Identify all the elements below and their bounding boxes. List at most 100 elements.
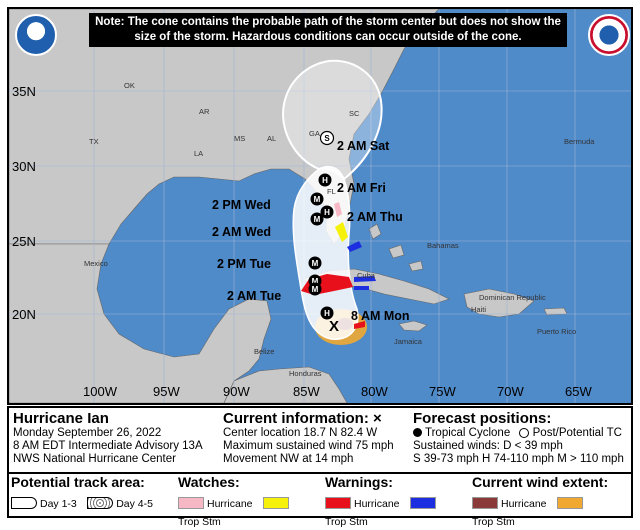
land-jamaica — [398, 320, 428, 332]
marker-tue-pm: M — [308, 256, 322, 270]
wind-extent-title: Current wind extent: — [472, 474, 609, 490]
storm-date: Monday September 26, 2022 — [13, 427, 162, 439]
forecast-cone-day13 — [292, 166, 359, 340]
marker-wed-am: M — [310, 212, 324, 226]
ts-warning-cuba — [354, 276, 376, 282]
place-honduras: Honduras — [289, 369, 322, 378]
label-2am-wed: 2 AM Wed — [212, 225, 272, 239]
hurricane-wind-label: Hurricane — [501, 498, 547, 510]
label-8am-mon: 8 AM Mon — [351, 309, 410, 323]
legend-divider — [7, 472, 633, 474]
noaa-logo — [15, 14, 57, 56]
lon-90w: 90W — [223, 384, 250, 399]
place-ms: MS — [234, 134, 246, 143]
ts-watch-swatch — [262, 496, 289, 509]
storm-advisory: 8 AM EDT Intermediate Advisory 13A — [13, 440, 203, 452]
place-cuba: Cuba — [357, 271, 375, 280]
day13-swatch — [11, 496, 37, 509]
storm-name: Hurricane Ian — [13, 410, 109, 427]
day45-swatch — [87, 496, 114, 509]
day45-label: Day 4-5 — [116, 498, 153, 510]
place-belize: Belize — [254, 347, 275, 356]
svg-text:M: M — [312, 285, 319, 294]
legend-track: Potential track area: Day 1-3 Day 4-5 — [11, 474, 171, 518]
movement: Movement NW at 14 mph — [223, 453, 354, 465]
day13-label: Day 1-3 — [40, 498, 77, 510]
svg-text:H: H — [324, 208, 330, 217]
cone-note: Note: The cone contains the probable pat… — [89, 13, 567, 47]
post-tc-label: Post/Potential TC — [532, 427, 622, 439]
legend-warnings: Warnings: Hurricane Trop Stm — [325, 474, 467, 528]
storm-info: Hurricane Ian Monday September 26, 2022 … — [13, 410, 218, 466]
current-position-icon: × — [373, 410, 382, 427]
land-mexico — [9, 243, 272, 403]
place-bermuda: Bermuda — [564, 137, 595, 146]
place-bahamas: Bahamas — [427, 241, 459, 250]
place-tx: TX — [89, 137, 99, 146]
sustained-winds-label: Sustained winds: — [413, 440, 500, 452]
place-haiti: Haiti — [471, 305, 487, 314]
track-legend-title: Potential track area: — [11, 474, 145, 490]
marker-wed-pm: M — [310, 192, 324, 206]
svg-text:M: M — [314, 195, 321, 204]
place-dominican-republic: Dominican Republic — [479, 293, 546, 302]
land-central-america — [223, 366, 348, 403]
post-tc-icon — [519, 427, 530, 438]
svg-text:H: H — [322, 176, 328, 185]
lon-100w: 100W — [83, 384, 117, 399]
ts-wind-swatch — [556, 496, 583, 509]
label-2am-tue: 2 AM Tue — [227, 289, 282, 303]
lon-95w: 95W — [153, 384, 180, 399]
legend-wind-extent: Current wind extent: Hurricane Trop Stm — [472, 474, 630, 528]
label-2pm-wed: 2 PM Wed — [212, 198, 271, 212]
forecast-cone-day45 — [282, 59, 383, 181]
marker-mon: H — [320, 306, 334, 320]
track-markers: S H H M M M M M H X — [308, 130, 339, 335]
ts-warning-keys — [347, 241, 362, 252]
label-2am-sat: 2 AM Sat — [337, 139, 390, 153]
hurricane-warning-swatch — [325, 496, 351, 509]
label-2am-thu: 2 AM Thu — [347, 210, 403, 224]
ts-warning-label: Trop Stm — [325, 516, 368, 528]
place-ga: GA — [309, 129, 320, 138]
current-info-title: Current information: — [223, 410, 369, 427]
lat-25n: 25N — [12, 234, 36, 249]
place-la: LA — [194, 149, 204, 158]
svg-text:M: M — [312, 277, 319, 286]
svg-text:M: M — [314, 215, 321, 224]
svg-text:H: H — [324, 309, 330, 318]
storm-center: NWS National Hurricane Center — [13, 453, 176, 465]
place-ok: OK — [124, 81, 135, 90]
svg-text:M: M — [312, 259, 319, 268]
current-position-mark: X — [329, 318, 339, 335]
tropical-cyclone-icon — [413, 428, 422, 438]
forecast-map: S H H M M M M M H X Note: The cone conta… — [7, 7, 633, 405]
ts-warning-cuba-2 — [354, 286, 369, 290]
current-info: Current information: × Center location 1… — [223, 410, 408, 466]
place-sc: SC — [349, 109, 360, 118]
ts-warning-swatch — [409, 496, 436, 509]
warnings-title: Warnings: — [325, 474, 393, 490]
map-graphic: S H H M M M M M H X — [9, 9, 631, 403]
place-al: AL — [267, 134, 277, 143]
depression-wind-label: D < 39 mph — [503, 440, 563, 452]
marker-fri: H — [318, 173, 332, 187]
ts-watch-florida — [335, 222, 348, 242]
label-2pm-tue: 2 PM Tue — [217, 257, 271, 271]
info-panel: Hurricane Ian Monday September 26, 2022 … — [7, 406, 633, 518]
marker-tue-am-2: M — [308, 282, 322, 296]
max-wind: Maximum sustained wind 75 mph — [223, 440, 394, 452]
lon-85w: 85W — [293, 384, 320, 399]
ts-watch-label: Trop Stm — [178, 516, 221, 528]
tropical-cyclone-label: Tropical Cyclone — [425, 427, 511, 439]
lat-20n: 20N — [12, 307, 36, 322]
place-puerto-rico: Puerto Rico — [537, 327, 577, 336]
lat-35n: 35N — [12, 84, 36, 99]
category-winds: S 39-73 mph H 74-110 mph M > 110 mph — [413, 453, 624, 465]
lon-75w: 75W — [429, 384, 456, 399]
forecast-positions: Forecast positions: Tropical Cyclone Pos… — [413, 410, 628, 466]
hurricane-warning-label: Hurricane — [354, 498, 400, 510]
ts-wind-label: Trop Stm — [472, 516, 515, 528]
svg-text:S: S — [324, 134, 330, 143]
lon-80w: 80W — [361, 384, 388, 399]
